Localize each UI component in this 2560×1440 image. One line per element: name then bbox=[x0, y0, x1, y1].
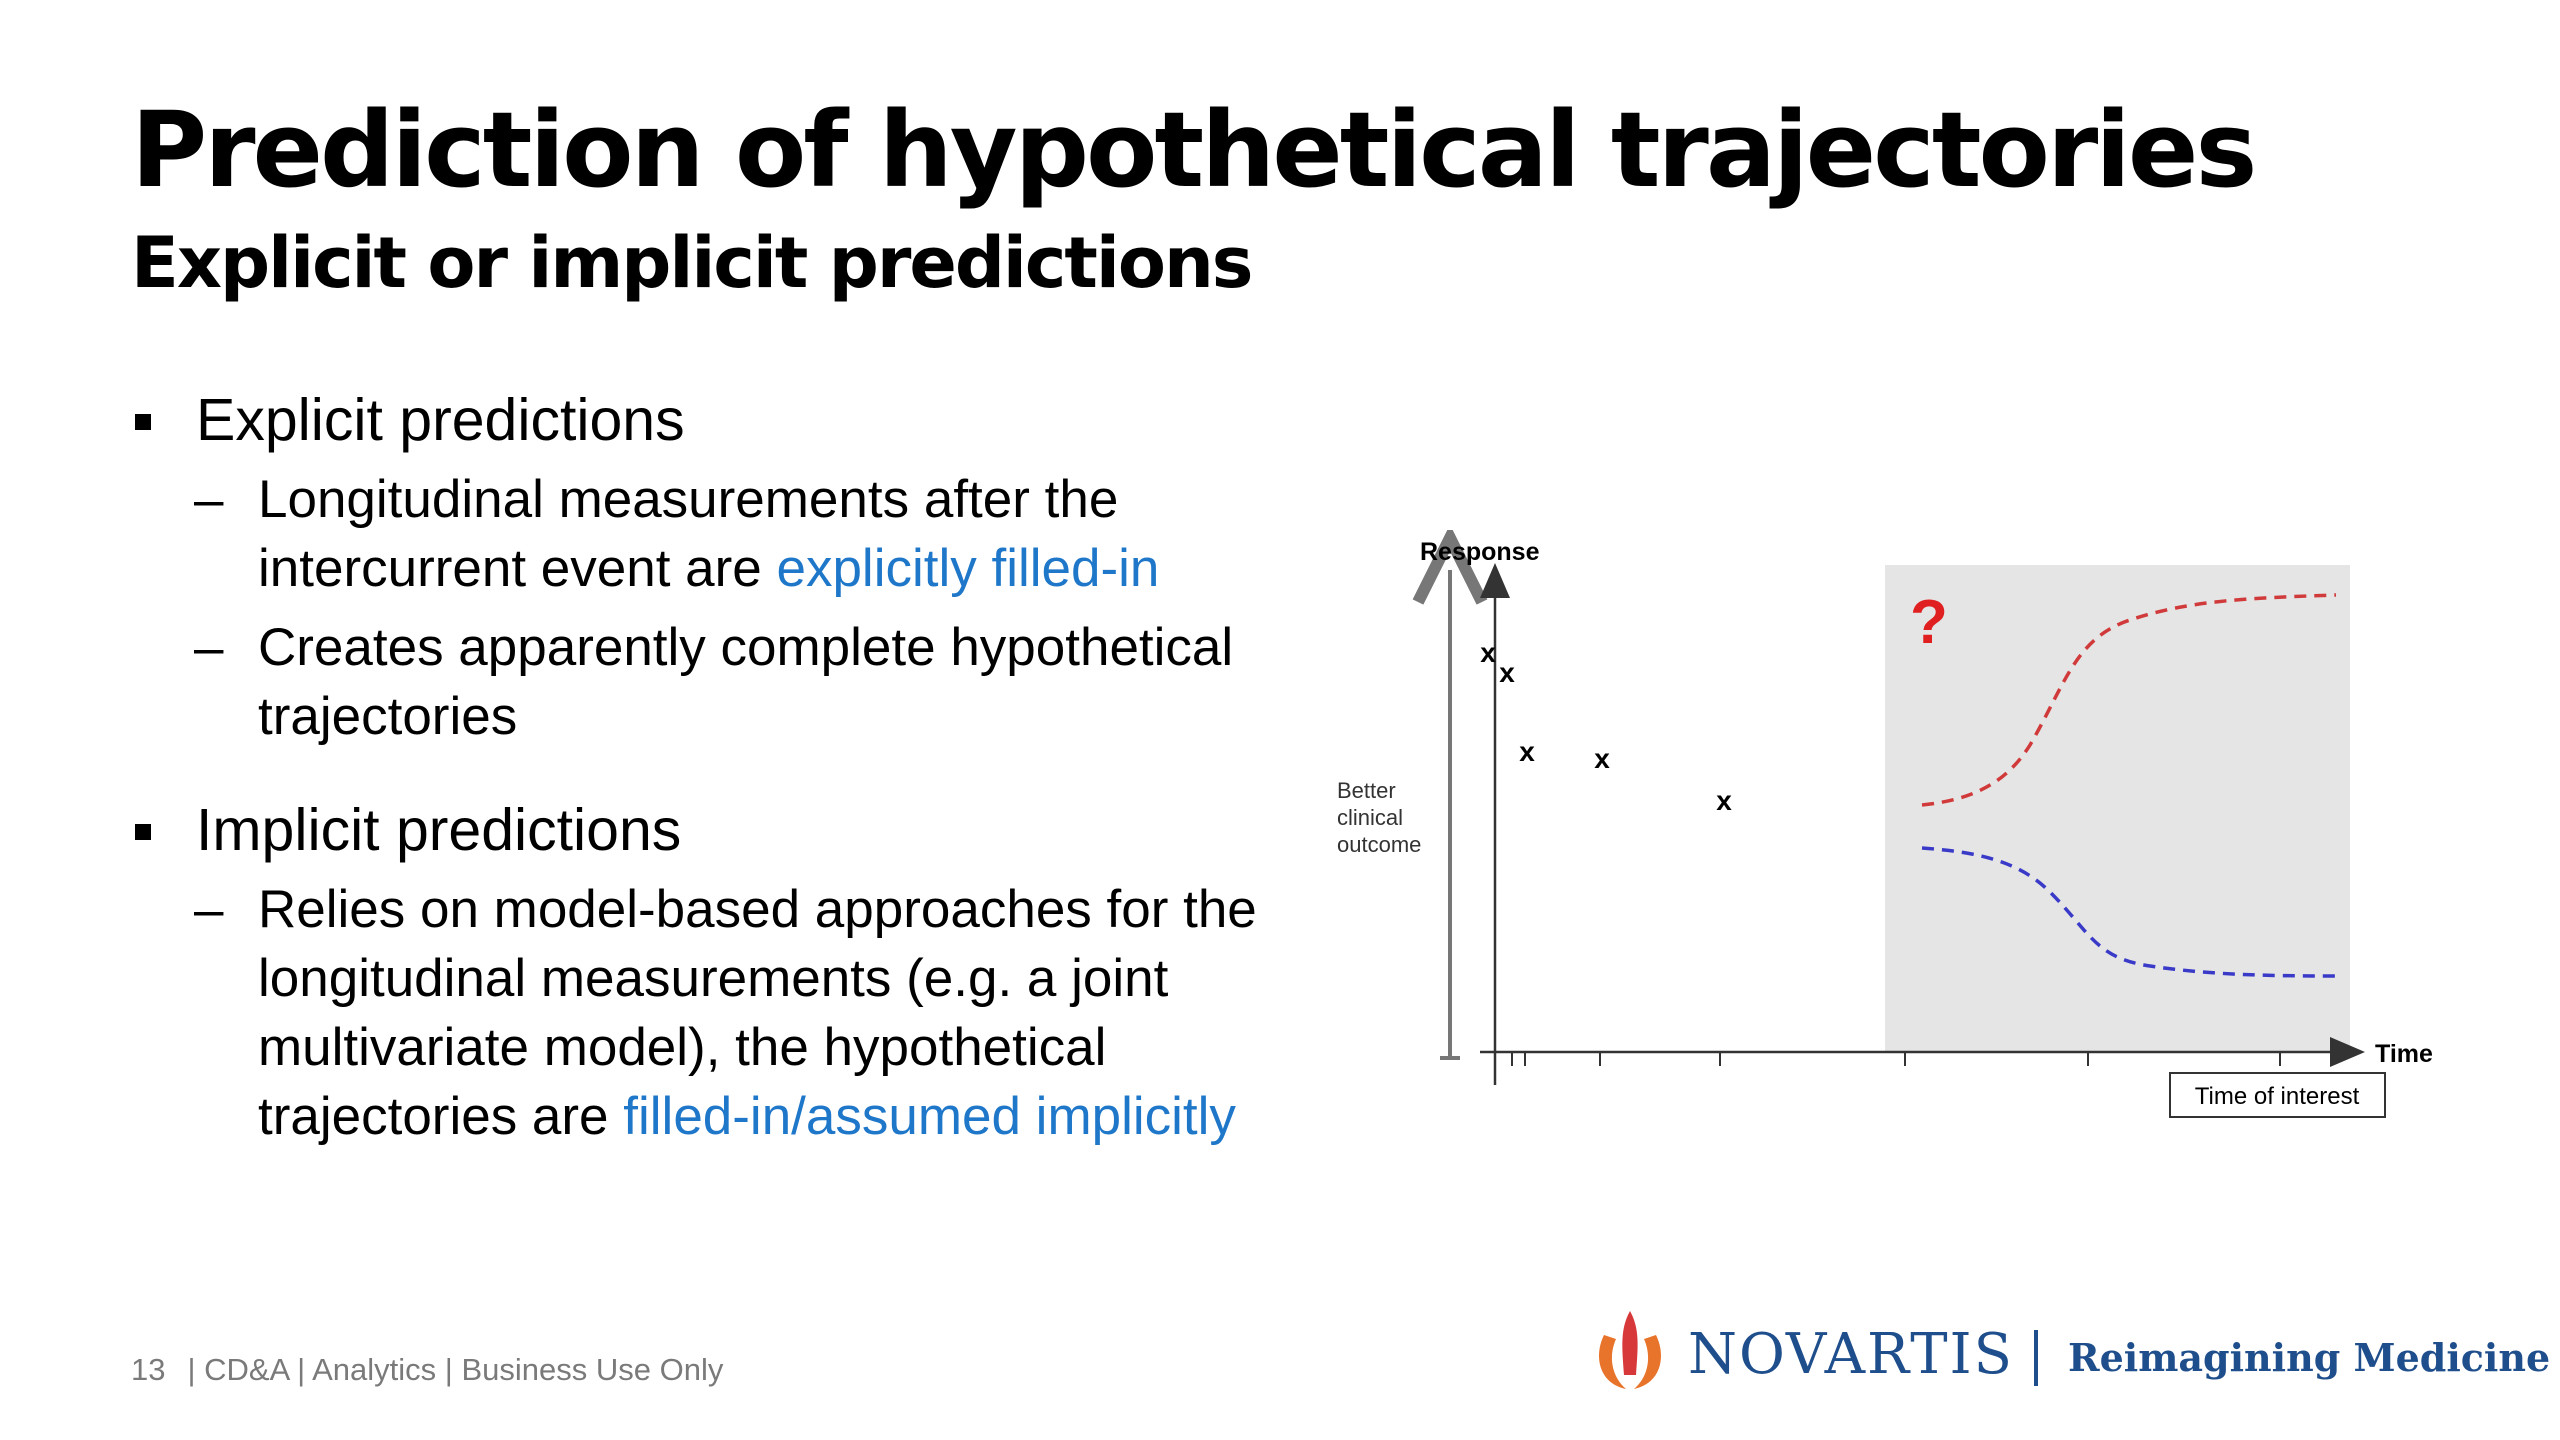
bullet-label: Explicit predictions bbox=[196, 387, 685, 453]
side-label-line: outcome bbox=[1337, 832, 1421, 857]
observation-marker: x bbox=[1716, 785, 1732, 816]
sub-bullet-text: Longitudinal measurements after the inte… bbox=[258, 470, 1119, 598]
dash-bullet-icon: – bbox=[194, 880, 224, 939]
observation-markers: x x x x x bbox=[1480, 637, 1732, 816]
x-axis-ticks bbox=[1511, 1052, 2281, 1066]
observation-marker: x bbox=[1519, 736, 1535, 767]
sub-bullet-text: Relies on model-based approaches for the… bbox=[258, 880, 1257, 1146]
side-label-line: clinical bbox=[1337, 805, 1403, 830]
y-axis-label: Response bbox=[1420, 538, 1540, 566]
hypothetical-trajectory-lower bbox=[1921, 846, 2337, 978]
time-of-interest-box bbox=[2169, 1072, 2386, 1118]
bullet-label: Implicit predictions bbox=[196, 797, 682, 863]
brand-tagline: Reimagining Medicine bbox=[2068, 1335, 2551, 1380]
bullet-implicit-predictions: Implicit predictions bbox=[131, 795, 1281, 865]
dash-bullet-icon: – bbox=[194, 470, 224, 529]
observation-marker: x bbox=[1499, 657, 1515, 688]
bullet-explicit-predictions: Explicit predictions bbox=[131, 385, 1281, 455]
dash-bullet-icon: – bbox=[194, 618, 224, 677]
footer-info: | CD&A | Analytics | Business Use Only bbox=[187, 1352, 724, 1387]
brand-name: NOVARTIS bbox=[1688, 1322, 2015, 1387]
sub-bullet: – Relies on model-based approaches for t… bbox=[131, 875, 1281, 1151]
slide-subtitle: Explicit or implicit predictions bbox=[131, 222, 1253, 304]
trajectory-diagram: Response Time Better clinical outcome x … bbox=[1337, 520, 2433, 1118]
post-event-shaded-region bbox=[1885, 565, 2350, 1052]
square-bullet-icon bbox=[135, 414, 151, 430]
side-label: Better clinical outcome bbox=[1337, 778, 1421, 857]
bullet-content: Explicit predictions – Longitudinal meas… bbox=[131, 385, 1281, 1161]
sub-bullet: – Longitudinal measurements after the in… bbox=[131, 465, 1281, 603]
footer: 13 | CD&A | Analytics | Business Use Only bbox=[131, 1352, 723, 1388]
x-axis-label: Time bbox=[2375, 1040, 2433, 1068]
side-label-line: Better bbox=[1337, 778, 1396, 803]
sub-bullet: – Creates apparently complete hypothetic… bbox=[131, 613, 1281, 751]
slide-title: Prediction of hypothetical trajectories bbox=[131, 89, 2257, 211]
sub-bullet-highlight: explicitly filled-in bbox=[776, 539, 1160, 598]
page-number: 13 bbox=[131, 1352, 166, 1387]
observation-marker: x bbox=[1594, 743, 1610, 774]
brand-divider bbox=[2034, 1330, 2038, 1386]
time-of-interest-label: Time of interest bbox=[2195, 1083, 2360, 1110]
question-mark-icon: ? bbox=[1910, 588, 1948, 657]
square-bullet-icon bbox=[135, 824, 151, 840]
sub-bullet-text: Creates apparently complete hypothetical… bbox=[258, 618, 1234, 746]
novartis-flame-icon bbox=[1599, 1311, 1661, 1389]
observation-marker: x bbox=[1480, 637, 1496, 668]
sub-bullet-highlight: filled-in/assumed implicitly bbox=[623, 1087, 1236, 1146]
